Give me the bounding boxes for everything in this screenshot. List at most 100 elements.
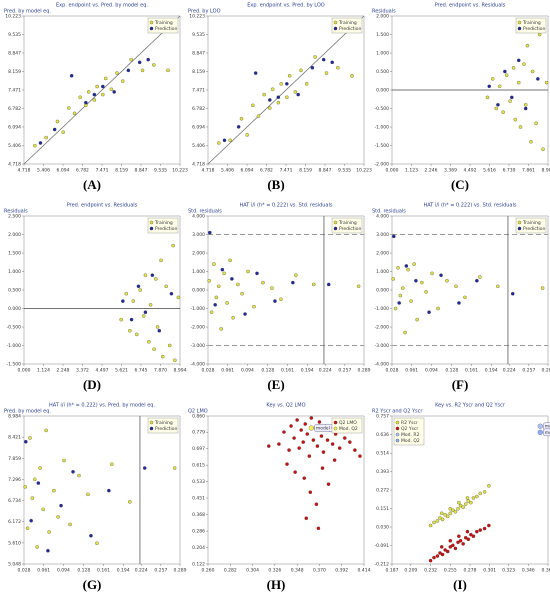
y-tick-label: -0.500 <box>6 325 21 331</box>
legend-label: Prediction <box>155 26 178 32</box>
x-tick-label: 10.223 <box>356 168 372 174</box>
data-point <box>148 303 153 307</box>
data-point <box>337 446 342 450</box>
panel-caption: (B) <box>267 177 284 192</box>
data-point <box>285 462 289 466</box>
x-tick-label: 0.326 <box>268 568 281 574</box>
y-tick-label: -0.091 <box>374 543 389 549</box>
legend-marker <box>149 20 154 25</box>
x-tick-label: 0.370 <box>313 568 326 574</box>
data-point <box>161 354 165 359</box>
data-point <box>435 519 440 523</box>
chart-title: Exp. endpoint vs. Pred. by LOO <box>247 3 325 9</box>
panel: Pred. endpoint vs. Residuals Residuals 0.0… <box>4 203 187 392</box>
data-point <box>525 43 530 48</box>
x-tick-label: 0.028 <box>18 568 31 574</box>
data-point <box>404 264 409 268</box>
panel: Key vs. R2 Yscr and Q2 Yscr R2 Yscr and Q… <box>372 403 550 592</box>
data-point <box>471 534 476 538</box>
x-tick-label: 2.248 <box>57 368 70 374</box>
data-point <box>311 438 316 442</box>
y-tick-label: 0.514 <box>376 451 389 457</box>
data-point <box>25 526 30 530</box>
data-point <box>262 92 266 97</box>
data-point <box>270 286 274 290</box>
data-point <box>348 440 352 444</box>
data-point <box>236 282 240 287</box>
data-point <box>268 106 272 110</box>
x-tick-label: 0.224 <box>319 368 332 374</box>
data-point <box>164 284 168 289</box>
data-point <box>309 416 314 420</box>
data-point <box>406 267 410 272</box>
data-point <box>101 84 105 89</box>
y-tick-label: 0.030 <box>376 525 389 531</box>
y-tick-label: 0.500 <box>376 69 389 75</box>
legend-box <box>147 417 179 434</box>
data-point <box>152 63 156 67</box>
panel-caption: (C) <box>451 177 469 192</box>
legend-label: Q2 LMO <box>339 420 357 426</box>
data-point <box>321 450 326 454</box>
data-point <box>482 490 487 494</box>
y-tick-label: 5.610 <box>8 540 21 546</box>
legend-marker <box>517 226 522 231</box>
data-point <box>487 523 491 528</box>
data-point <box>279 297 283 301</box>
data-point <box>92 98 97 102</box>
legend-box <box>331 417 363 434</box>
data-point <box>324 71 329 75</box>
data-point <box>112 90 116 94</box>
x-tick-label: 0.255 <box>444 568 457 574</box>
y-axis-label: Pred. by model eq. <box>4 409 51 415</box>
legend-box <box>331 17 363 34</box>
x-tick-label: 0.301 <box>483 568 496 574</box>
x-tick-label: 0.323 <box>502 568 515 574</box>
data-point <box>432 520 436 525</box>
data-point <box>134 332 139 337</box>
y-tick-label: 5.048 <box>8 562 21 568</box>
data-point <box>251 103 255 108</box>
data-point <box>466 537 471 542</box>
data-point <box>326 482 331 486</box>
data-point <box>522 62 526 66</box>
data-point <box>243 312 247 316</box>
y-tick-label: 8.847 <box>8 50 21 56</box>
data-point <box>438 516 442 520</box>
chart-title: Exp. endpoint vs. Pred. by model eq. <box>56 3 148 9</box>
data-point <box>212 262 216 266</box>
data-point <box>356 284 361 289</box>
data-point <box>302 476 306 480</box>
y-tick-label: 0.393 <box>376 469 389 475</box>
data-point <box>103 76 108 81</box>
data-point <box>305 432 310 436</box>
legend-label: Prediction <box>155 426 178 432</box>
data-point <box>38 466 42 470</box>
data-point <box>443 548 447 552</box>
data-point <box>119 317 123 322</box>
legend-marker <box>149 26 154 31</box>
data-point <box>461 505 465 509</box>
data-point <box>89 533 93 538</box>
x-tick-label: 7.861 <box>522 168 535 174</box>
identity-line <box>207 15 365 165</box>
data-point <box>490 77 495 81</box>
data-point <box>245 133 249 137</box>
x-tick-label: 4.497 <box>96 368 109 374</box>
y-tick-label: 6.094 <box>8 125 21 131</box>
data-point <box>471 496 476 500</box>
data-point <box>487 84 491 89</box>
y-tick-label: 0.757 <box>376 414 389 420</box>
x-tick-label: 8.159 <box>115 168 128 174</box>
data-point <box>304 516 309 521</box>
legend-label: Training <box>338 220 357 226</box>
data-point <box>228 138 232 143</box>
data-point <box>270 87 275 91</box>
data-point <box>230 277 234 281</box>
data-point <box>287 74 292 78</box>
legend-marker <box>149 420 154 425</box>
x-tick-label: 0.000 <box>18 368 31 374</box>
data-point <box>308 490 313 494</box>
x-tick-label: 3.369 <box>444 168 457 174</box>
x-tick-label: 9.535 <box>154 168 167 174</box>
